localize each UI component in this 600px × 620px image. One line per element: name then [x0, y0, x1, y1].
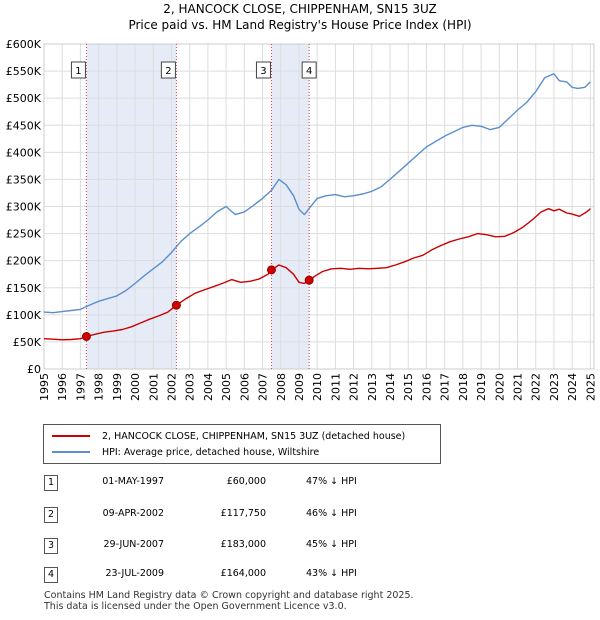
transaction-number: 4: [44, 567, 58, 583]
sale-point: [304, 275, 314, 285]
y-tick-label: £400K: [6, 146, 42, 159]
footer-line-licence: This data is licensed under the Open Gov…: [44, 601, 347, 612]
x-tick-label: 2001: [147, 373, 160, 401]
x-tick-label: 1999: [111, 373, 124, 401]
footer-notice: Contains HM Land Registry data © Crown c…: [44, 590, 414, 612]
x-tick-label: 2000: [129, 373, 142, 401]
legend-label-hpi: HPI: Average price, detached house, Wilt…: [102, 446, 320, 458]
hpi-line: [43, 73, 591, 314]
x-tick-label: 2004: [202, 373, 215, 401]
transaction-hpi-diff: 45% ↓ HPI: [306, 539, 357, 550]
legend-item-property: 2, HANCOCK CLOSE, CHIPPENHAM, SN15 3UZ (…: [52, 429, 405, 443]
transaction-date: 09-APR-2002: [102, 508, 164, 519]
x-tick-label: 2005: [220, 373, 233, 401]
transaction-price: £60,000: [226, 476, 266, 487]
transaction-price: £183,000: [220, 539, 266, 550]
sale-point: [171, 300, 181, 310]
x-tick-label: 2011: [329, 373, 342, 401]
x-tick-label: 1995: [38, 373, 51, 401]
sale-marker-label: 4: [306, 66, 312, 77]
transaction-price: £117,750: [220, 508, 266, 519]
price-chart: £0 £50K £100K £150K £200K £250K £300K £350K £400…: [6, 38, 598, 401]
x-tick-label: 1996: [56, 373, 69, 401]
sale-marker-label: 2: [165, 66, 171, 77]
x-tick-label: 2014: [384, 373, 397, 401]
x-tick-label: 1997: [74, 373, 87, 401]
chart-legend: 2, HANCOCK CLOSE, CHIPPENHAM, SN15 3UZ (…: [43, 424, 441, 464]
legend-swatch-hpi: [52, 451, 90, 453]
transaction-price: £164,000: [220, 568, 266, 579]
transaction-number: 2: [44, 507, 58, 523]
sale-point: [266, 265, 276, 275]
x-tick-label: 2002: [165, 373, 178, 401]
y-tick-label: £450K: [6, 119, 42, 132]
x-tick-label: 2016: [420, 373, 433, 401]
y-tick-label: £100K: [6, 309, 42, 322]
y-tick-label: £250K: [6, 228, 42, 241]
transaction-hpi-diff: 47% ↓ HPI: [306, 476, 357, 487]
sale-marker-label: 1: [75, 66, 81, 77]
transaction-hpi-diff: 46% ↓ HPI: [306, 508, 357, 519]
legend-swatch-property: [52, 435, 90, 437]
chart-subtitle: Price paid vs. HM Land Registry's House …: [128, 18, 472, 32]
y-tick-label: £500K: [6, 92, 42, 105]
y-tick-label: £350K: [6, 173, 42, 186]
x-tick-label: 2008: [275, 373, 288, 401]
transaction-hpi-diff: 43% ↓ HPI: [306, 568, 357, 579]
x-tick-label: 2024: [566, 373, 579, 401]
x-tick-label: 2022: [530, 373, 543, 401]
y-tick-label: £0: [27, 363, 41, 376]
y-tick-label: £300K: [6, 201, 42, 214]
x-tick-label: 2017: [439, 373, 452, 401]
y-tick-label: £200K: [6, 255, 42, 268]
y-tick-label: £50K: [13, 336, 42, 349]
transaction-number: 1: [44, 475, 58, 491]
x-tick-label: 2025: [584, 373, 597, 401]
y-tick-label: £550K: [6, 65, 42, 78]
transaction-date: 01-MAY-1997: [102, 476, 164, 487]
x-tick-label: 2018: [457, 373, 470, 401]
y-tick-label: £150K: [6, 282, 42, 295]
transaction-number: 3: [44, 538, 58, 554]
x-tick-label: 2003: [184, 373, 197, 401]
legend-item-hpi: HPI: Average price, detached house, Wilt…: [52, 445, 319, 459]
x-tick-label: 2013: [366, 373, 379, 401]
x-tick-label: 2009: [293, 373, 306, 401]
footer-line-copyright: Contains HM Land Registry data © Crown c…: [44, 590, 414, 601]
sale-marker-box: [160, 61, 176, 79]
x-tick-label: 2021: [512, 373, 525, 401]
x-tick-label: 2012: [348, 373, 361, 401]
transaction-date: 29-JUN-2007: [103, 539, 164, 550]
transaction-date: 23-JUL-2009: [105, 568, 164, 579]
x-tick-label: 2007: [257, 373, 270, 401]
chart-title: 2, HANCOCK CLOSE, CHIPPENHAM, SN15 3UZ: [163, 2, 437, 16]
sale-marker-box: [301, 61, 317, 79]
legend-label-property: 2, HANCOCK CLOSE, CHIPPENHAM, SN15 3UZ (…: [102, 430, 406, 442]
sale-marker-box: [70, 61, 86, 79]
sale-marker-box: [255, 61, 271, 79]
y-tick-label: £600K: [6, 38, 42, 51]
x-tick-label: 2010: [311, 373, 324, 401]
property-price-line: [43, 208, 591, 341]
x-tick-label: 1998: [93, 373, 106, 401]
x-tick-label: 2020: [493, 373, 506, 401]
x-tick-label: 2019: [475, 373, 488, 401]
x-tick-label: 2023: [548, 373, 561, 401]
x-tick-label: 2015: [402, 373, 415, 401]
sale-marker-label: 3: [260, 66, 266, 77]
x-tick-label: 2006: [238, 373, 251, 401]
plot-frame: [43, 43, 595, 370]
sale-point: [81, 332, 91, 341]
